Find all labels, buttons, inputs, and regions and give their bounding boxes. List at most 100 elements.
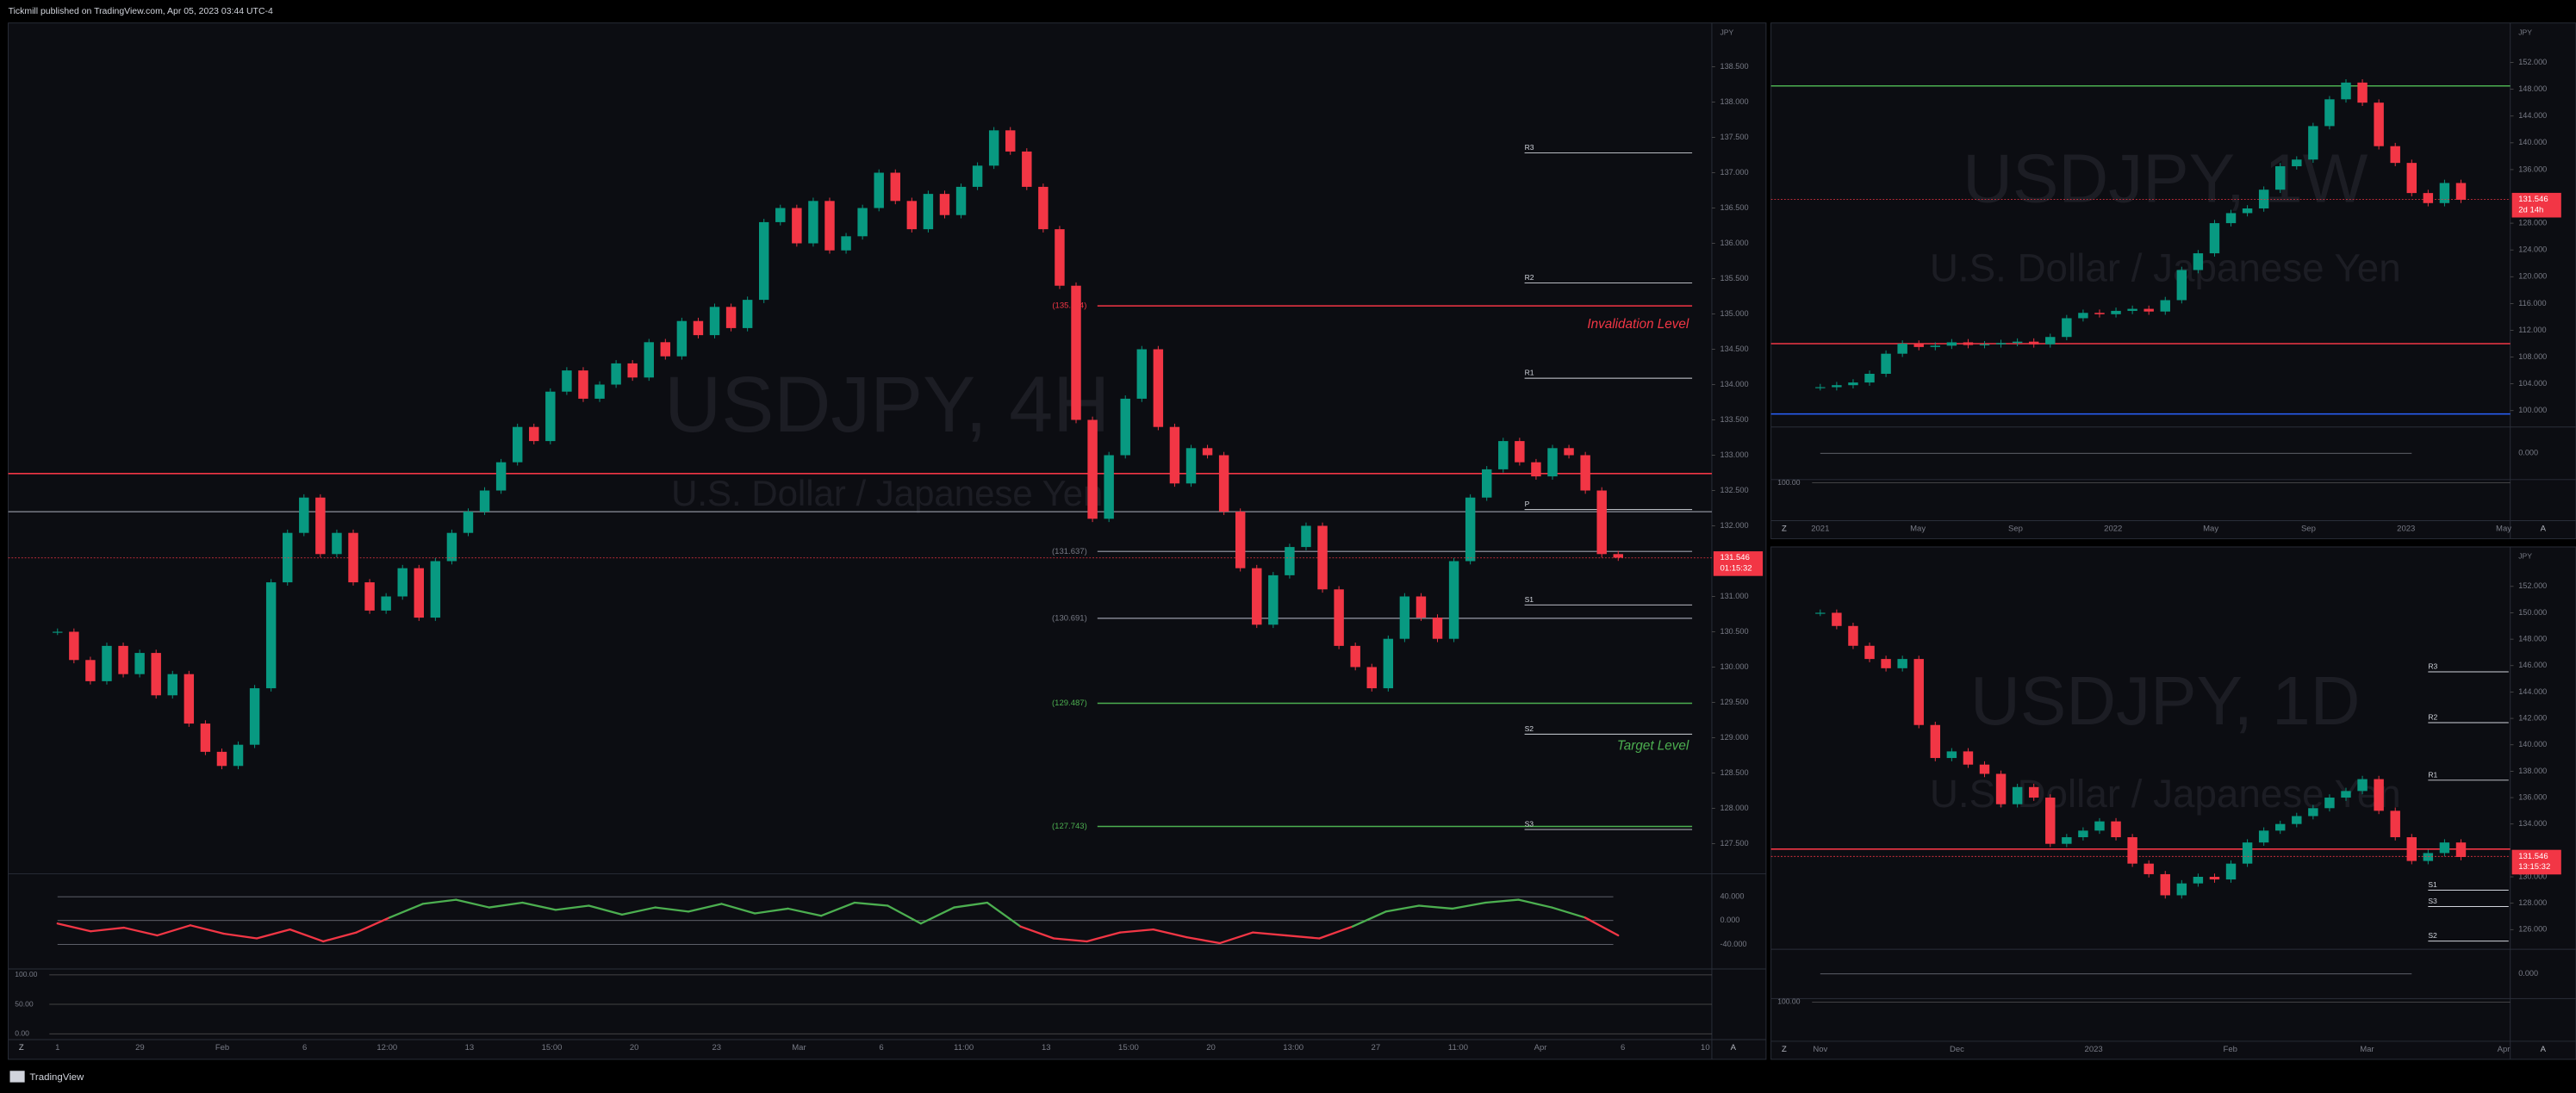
- candle: [1832, 612, 1842, 626]
- candle: [1350, 645, 1360, 668]
- candle: [2357, 779, 2368, 792]
- candle: [2258, 189, 2269, 208]
- candle: [479, 490, 490, 512]
- candle: [545, 391, 556, 442]
- candle: [1596, 490, 1607, 555]
- candle: [184, 674, 195, 724]
- candle: [2341, 82, 2351, 100]
- candle: [151, 653, 161, 696]
- osc-tick-label: 0.000: [1720, 916, 1739, 924]
- candle: [249, 688, 260, 745]
- watermark: USDJPY, 1D: [1970, 662, 2360, 739]
- x-tick-label: 20: [1206, 1043, 1216, 1053]
- candle: [2242, 842, 2253, 864]
- candle: [2012, 786, 2023, 804]
- y-tick-label: 136.000: [2518, 165, 2547, 173]
- x-tick-label: 13:00: [1283, 1043, 1304, 1053]
- candle: [167, 674, 177, 696]
- osc-segment: [1252, 931, 1287, 937]
- candle: [627, 363, 638, 378]
- candle: [1301, 525, 1311, 548]
- last-price-tag: [1713, 551, 1764, 576]
- osc-segment: [321, 931, 358, 943]
- candle: [1416, 596, 1427, 618]
- y-tick-label: 150.000: [2518, 608, 2547, 617]
- candle: [414, 568, 425, 618]
- candle: [2078, 830, 2088, 838]
- candle: [2160, 873, 2170, 896]
- y-tick-label: 112.000: [2518, 326, 2546, 334]
- y-tick-label: 138.000: [2518, 767, 2547, 775]
- x-tick-label: Apr: [1534, 1043, 1548, 1053]
- y-tick-label: 136.000: [2518, 792, 2547, 801]
- candle: [102, 645, 112, 681]
- y-tick-label: 128.000: [1720, 804, 1748, 812]
- candle: [2144, 863, 2154, 874]
- y-tick-label: 130.500: [1720, 627, 1748, 636]
- candle: [1448, 561, 1459, 639]
- candle: [758, 221, 769, 301]
- candle: [906, 201, 918, 230]
- y-tick-label: 126.000: [2518, 925, 2547, 934]
- candle: [1995, 773, 2007, 804]
- candle: [2062, 318, 2072, 338]
- candle: [381, 596, 391, 611]
- candle: [1897, 344, 1907, 354]
- candle: [2127, 308, 2137, 311]
- last-price: 131.546: [2518, 195, 2548, 204]
- stoch-tick-label: 50.00: [15, 999, 34, 1008]
- y-tick-label: 129.000: [1720, 733, 1748, 742]
- osc-segment: [1584, 916, 1620, 937]
- candle: [364, 582, 375, 611]
- osc-tick-label: 40.000: [1720, 892, 1744, 901]
- candle: [495, 462, 507, 491]
- candle: [578, 370, 588, 399]
- candle: [2406, 163, 2417, 194]
- candle: [1848, 625, 1858, 646]
- candle: [2144, 308, 2154, 312]
- y-tick-label: 116.000: [2518, 299, 2546, 307]
- candle: [397, 568, 408, 597]
- stoch-tick-label: 100.00: [15, 970, 37, 978]
- candle: [1979, 764, 1990, 774]
- candle: [1547, 448, 1558, 477]
- countdown: 2d 14h: [2518, 205, 2543, 214]
- y-tick-label: 152.000: [2518, 58, 2547, 66]
- candle: [808, 201, 818, 244]
- candle: [1038, 186, 1048, 230]
- candle: [1104, 455, 1114, 519]
- x-tick-label: 6: [1621, 1043, 1625, 1053]
- currency: JPY: [1720, 28, 1733, 36]
- y-tick-label: 138.500: [1720, 62, 1748, 71]
- osc-segment: [887, 904, 923, 925]
- osc-segment: [787, 907, 823, 917]
- footer-brand[interactable]: TradingView: [29, 1072, 84, 1083]
- candle: [2111, 821, 2121, 838]
- candle: [1815, 612, 1826, 614]
- candle: [1913, 344, 1924, 347]
- x-tick-label: Apr: [2498, 1045, 2511, 1054]
- x-tick-label: 13: [465, 1043, 475, 1053]
- candle: [2242, 208, 2253, 214]
- logo: [9, 1071, 25, 1083]
- osc-segment: [389, 903, 424, 919]
- candle: [725, 307, 737, 328]
- y-tick-label: 146.000: [2518, 661, 2547, 669]
- pivot-label: P: [1525, 500, 1530, 508]
- scale-button: A: [2541, 525, 2547, 534]
- candle: [2078, 313, 2088, 319]
- candle: [2292, 816, 2302, 824]
- stoch-tick-label: 100.00: [1777, 997, 1800, 1006]
- candle: [1482, 469, 1492, 498]
- osc-segment: [588, 904, 624, 916]
- candle: [1087, 419, 1098, 519]
- candle: [1169, 426, 1180, 484]
- y-tick-label: 136.000: [1720, 239, 1748, 247]
- osc-segment: [554, 904, 590, 911]
- candle: [939, 194, 950, 215]
- header: Tickmill published on TradingView.com, A…: [9, 7, 273, 16]
- x-tick-label: 27: [1372, 1043, 1381, 1053]
- currency: JPY: [2518, 28, 2532, 36]
- candle: [1153, 349, 1164, 427]
